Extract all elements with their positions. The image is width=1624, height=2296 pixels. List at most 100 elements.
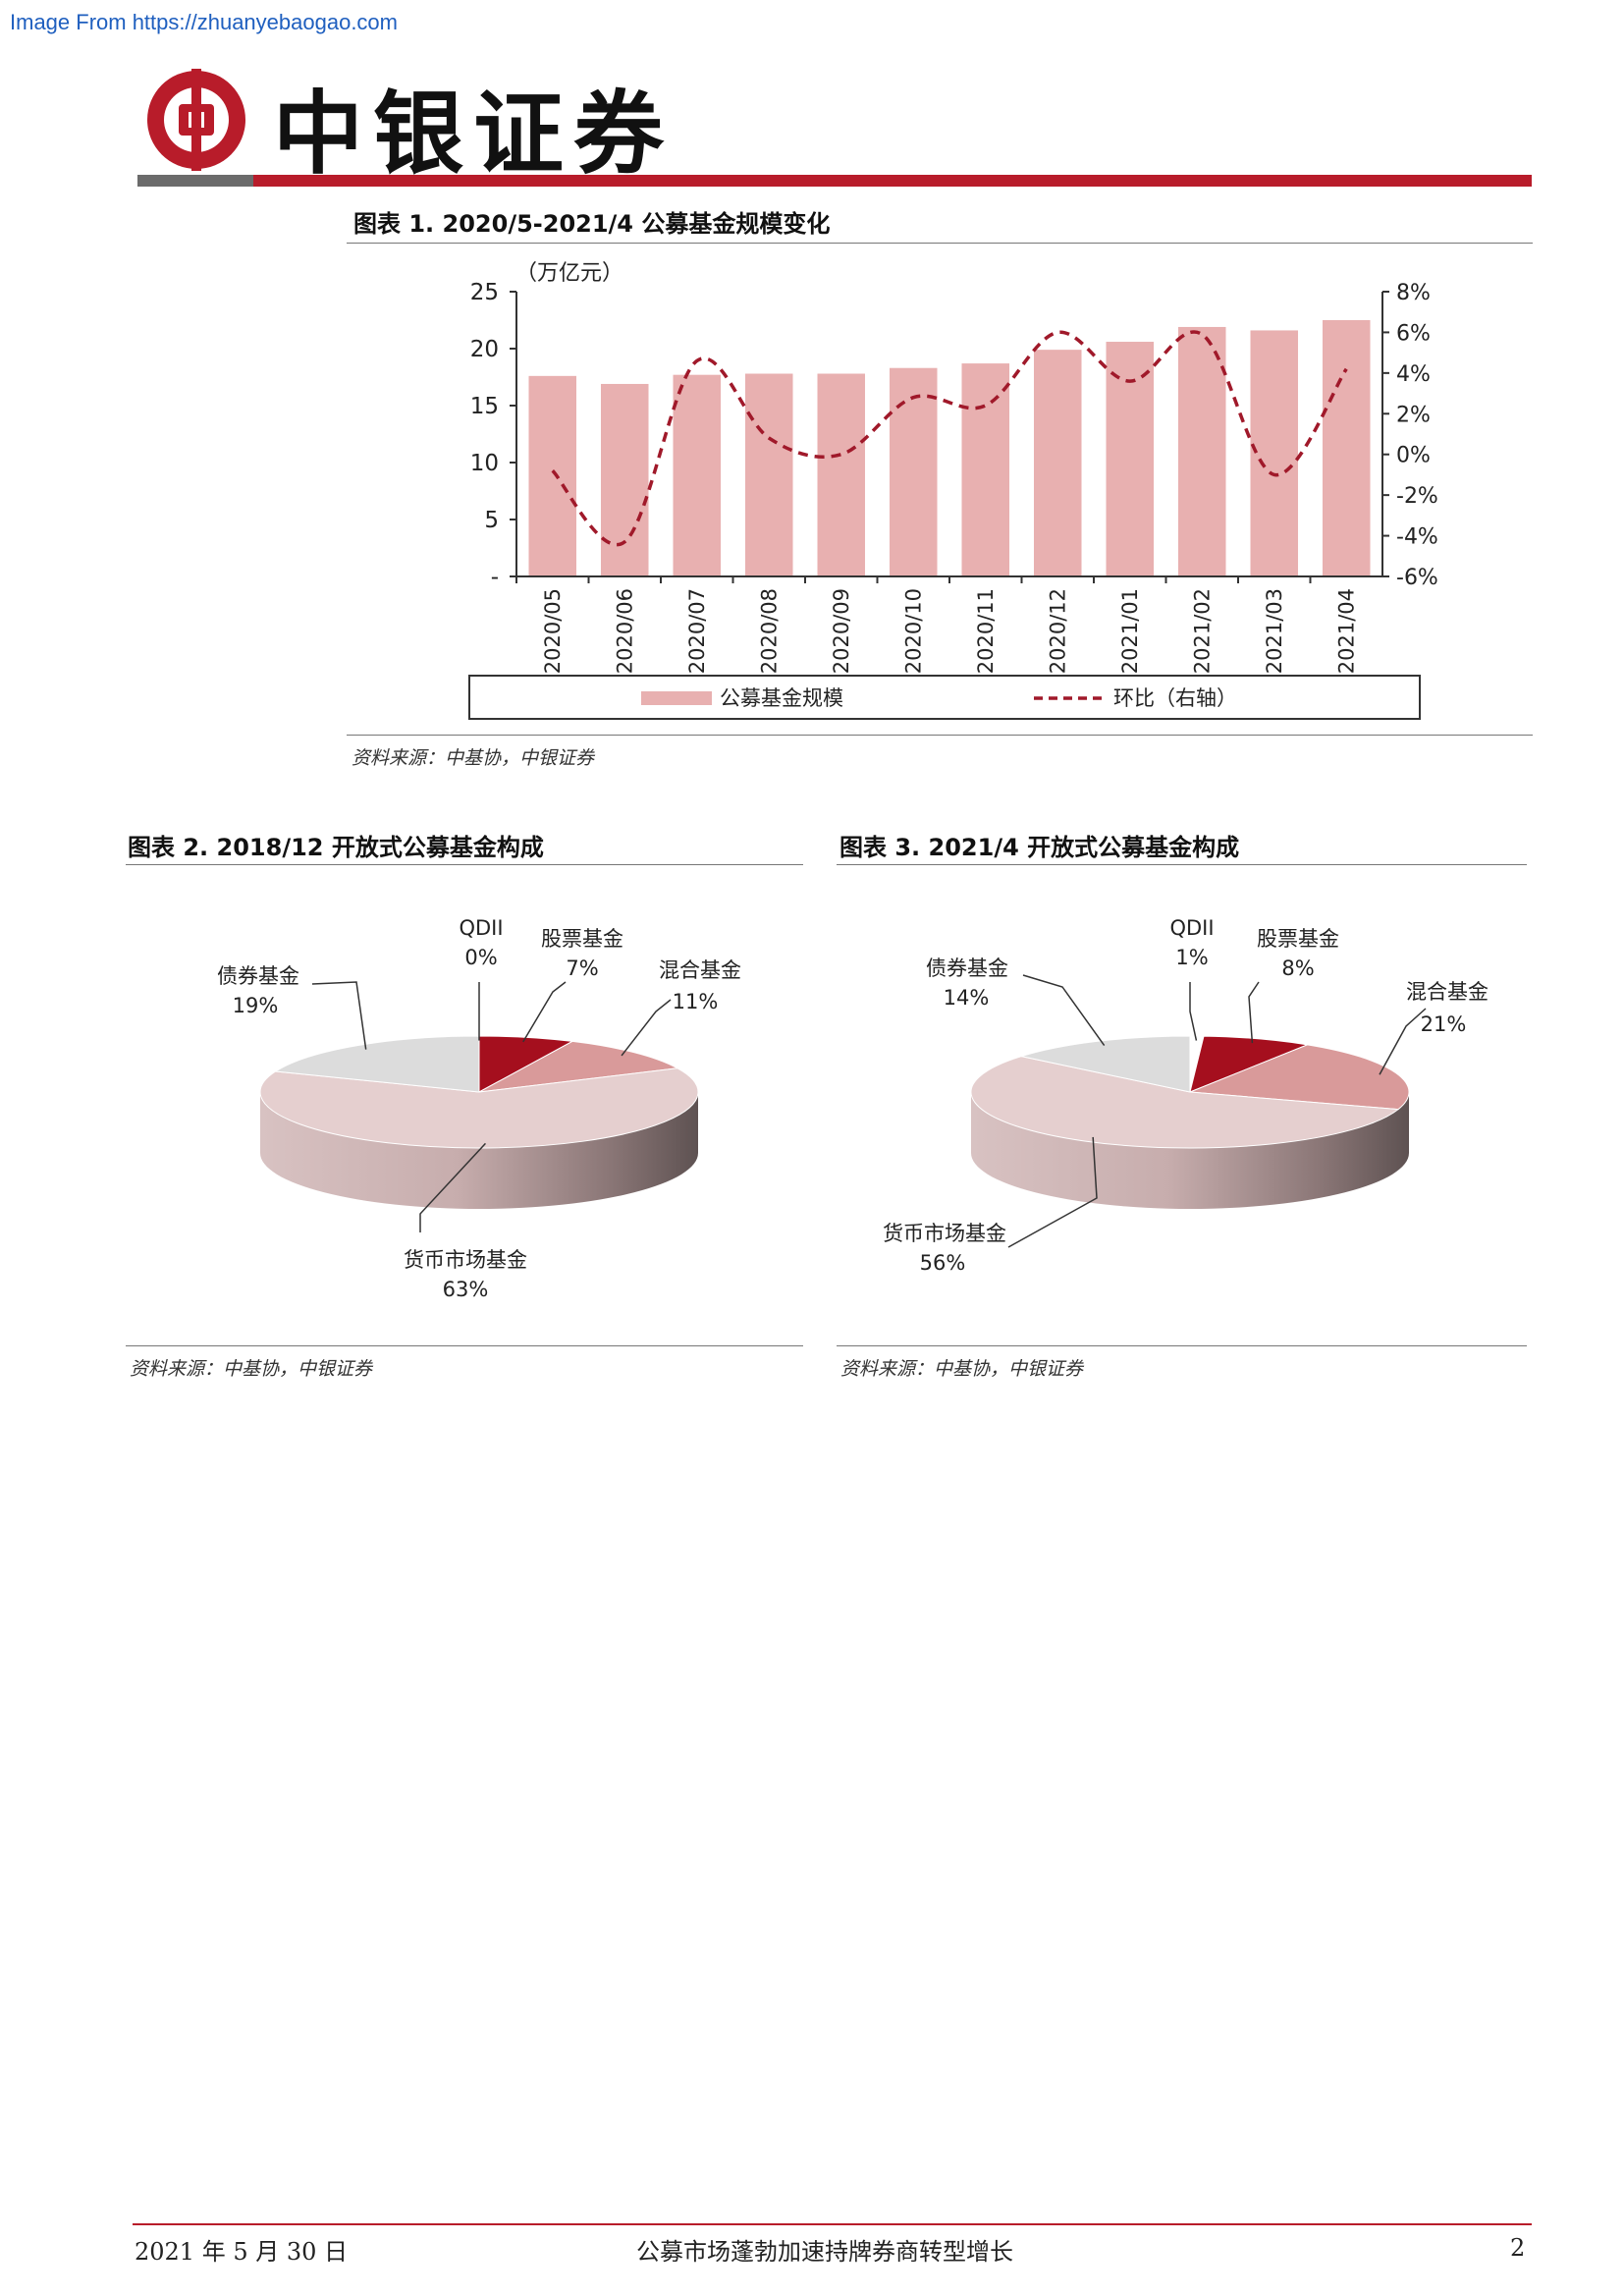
figure2-top-rule [126,864,803,865]
pie-leader-line [1379,1008,1427,1075]
pie-slice [1189,1044,1410,1111]
x-tick-label: 2020/08 [757,588,781,674]
pie-slice-value: 14% [944,986,990,1010]
bar-2021-03 [1250,330,1299,576]
legend-box [468,675,1421,720]
pie-slice-label: 混合基金 [1406,980,1489,1004]
legend-bar-label: 公募基金规模 [720,686,843,710]
figure3-title: 图表 3. 2021/4 开放式公募基金构成 [839,834,1240,861]
pie-leader-line [522,981,567,1043]
y-right-tick-label: 2% [1396,403,1431,427]
pie-leader-line [419,1142,486,1232]
bar-2020-07 [673,374,722,576]
pie-slice-value: 1% [1175,946,1208,969]
y-axis-unit-label: （万亿元） [515,261,623,286]
x-tick-label: 2020/05 [541,588,565,674]
header-bar-grey [137,175,253,187]
pie-slice [259,1067,699,1149]
pie-leader-line [1022,974,1106,1046]
figure2-source: 资料来源：中基协，中银证券 [130,1358,373,1380]
figure3-pie-chart: QDII 1% 股票基金 8% 混合基金 21% 货币市场基金 56% 债券基金 14% [883,916,1489,1275]
y-right-tick-label: 4% [1396,362,1431,387]
y-right-tick-label: -6% [1396,566,1438,590]
x-tick-label: 2021/01 [1118,588,1142,674]
watermark-link[interactable]: Image From https://zhuanyebaogao.com [10,10,398,34]
pie-slice-value: 0% [464,946,497,969]
pie-slice-value: 7% [566,957,598,980]
pie-slice [274,1035,480,1093]
figure1-title: 图表 1. 2020/5-2021/4 公募基金规模变化 [353,210,831,238]
y-left-tick-label: 10 [470,451,499,476]
bar-2021-02 [1177,326,1226,576]
x-tick-label: 2020/06 [613,588,636,674]
y-right-tick-label: 8% [1396,281,1431,305]
header-bar-red [253,175,1532,187]
legend-bar-swatch [641,691,712,705]
x-tick-label: 2020/07 [685,588,709,674]
pie-slice [970,1056,1400,1149]
pie-leader-line [1189,982,1198,1041]
pie-slice [1019,1035,1191,1093]
y-right-tick-label: 6% [1396,321,1431,346]
footer-rule [133,2223,1532,2225]
pie-slice-label: 混合基金 [659,958,741,982]
figure1-top-rule [347,243,1533,244]
y-left-tick-label: - [491,565,499,590]
y-right-tick-label: -4% [1396,525,1438,550]
figure3-bottom-rule [837,1345,1527,1346]
pie-slice-label: 债券基金 [217,964,299,988]
pie-slice-value: 11% [673,990,719,1013]
bar-2020-11 [961,363,1010,576]
figure2-pie-chart: QDII 0% 股票基金 7% 混合基金 11% 货币市场基金 63% 债券基金 19% [217,916,741,1301]
mom-growth-line [551,330,1348,547]
pie-slice-value: 63% [443,1278,489,1301]
pie-slice-label: 货币市场基金 [404,1248,527,1272]
pie-slice-label: 货币市场基金 [883,1222,1006,1245]
footer-date: 2021 年 5 月 30 日 [135,2238,349,2266]
figure2-title: 图表 2. 2018/12 开放式公募基金构成 [128,834,544,861]
y-left-tick-label: 20 [470,337,499,362]
pie-side-wall [971,1092,1409,1209]
x-tick-label: 2020/11 [974,588,998,674]
y-left-tick-label: 25 [470,280,499,305]
footer-report-title: 公募市场蓬勃加速持牌券商转型增长 [636,2238,1013,2266]
y-left-tick-label: 15 [470,394,499,419]
bar-2020-06 [600,383,649,576]
pie-slice-label: QDII [1169,916,1214,940]
pie-leader-line [1248,981,1260,1044]
pie-slice [478,1040,679,1093]
x-tick-label: 2021/02 [1190,588,1214,674]
pie-leader-line [1007,1136,1098,1248]
y-right-tick-label: -2% [1396,484,1438,509]
pie-slice-label: 债券基金 [926,957,1008,980]
footer-page-number: 2 [1510,2234,1526,2262]
x-tick-label: 2021/03 [1263,588,1286,674]
pie-slice-value: 19% [233,994,279,1017]
figure3-source: 资料来源：中基协，中银证券 [840,1358,1084,1380]
pie-slice-label: 股票基金 [1257,927,1339,951]
x-tick-label: 2020/12 [1046,588,1069,674]
pie-slice-value: 8% [1281,957,1314,980]
y-right-tick-label: 0% [1396,444,1431,468]
pie-leader-line [311,981,367,1050]
pie-slice-label: 股票基金 [541,927,623,951]
x-tick-label: 2020/09 [830,588,853,674]
figure1-bottom-rule [347,735,1533,736]
bar-2021-04 [1322,320,1371,576]
y-left-tick-label: 5 [484,508,499,533]
bank-logo-icon [147,69,245,171]
bar-2020-09 [817,373,866,576]
legend-line-label: 环比（右轴） [1113,686,1237,710]
bar-2020-05 [528,375,577,576]
x-tick-label: 2020/10 [901,588,925,674]
brand-name: 中银证券 [273,81,675,187]
bar-2020-08 [744,373,793,576]
pie-leader-line [621,999,672,1057]
bar-2020-10 [889,367,938,576]
bar-2020-12 [1033,350,1082,576]
pie-slice [1189,1035,1310,1093]
pie-slice-value: 56% [920,1251,966,1275]
x-tick-label: 2021/04 [1334,588,1358,674]
figure2-bottom-rule [126,1345,803,1346]
bar-2021-01 [1106,342,1155,576]
